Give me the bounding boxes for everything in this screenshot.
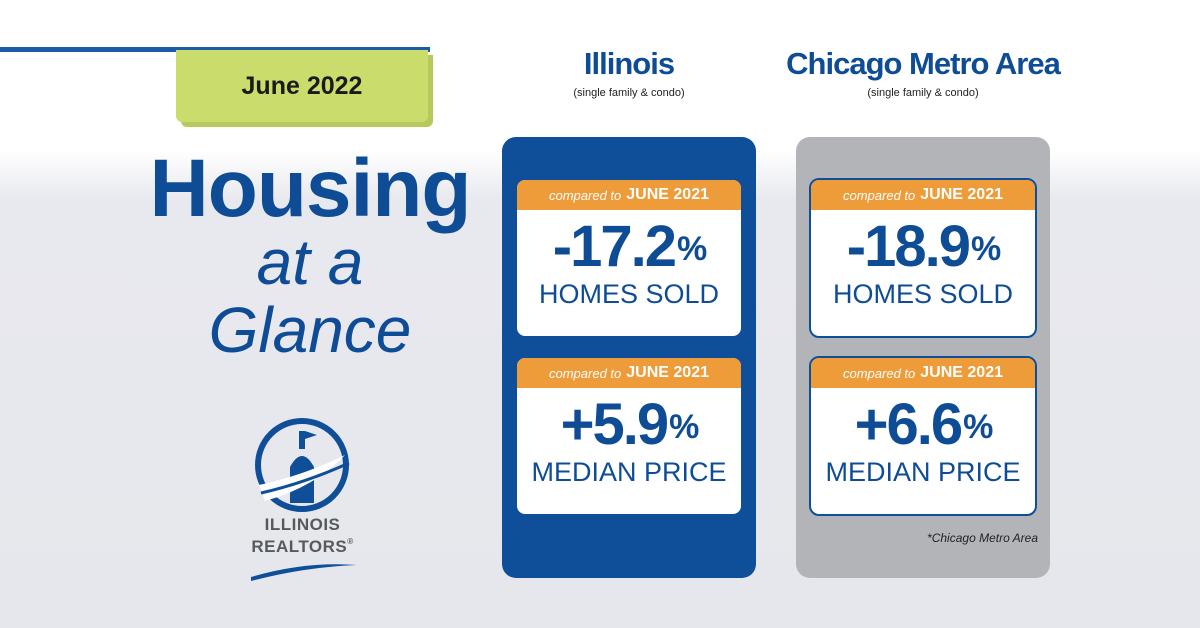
stat-card-median-price: compared to JUNE 2021 +5.9% MEDIAN PRICE <box>515 356 743 516</box>
headline-line-1: Housing <box>149 143 472 234</box>
logo-word-1: ILLINOIS <box>264 515 341 534</box>
stat-label: HOMES SOLD <box>832 279 1014 309</box>
compare-band: compared to JUNE 2021 <box>517 358 741 388</box>
stat-label: MEDIAN PRICE <box>531 457 727 487</box>
stat-value: -18.9% <box>846 214 1001 279</box>
stat-value: -17.2% <box>552 214 707 279</box>
stat-card-homes-sold: compared to JUNE 2021 -17.2% HOMES SOLD <box>515 178 743 338</box>
panel-chicago: compared to JUNE 2021 -18.9% HOMES SOLD … <box>796 137 1050 578</box>
stat-value: +5.9% <box>560 392 700 457</box>
illinois-realtors-logo: ILLINOIS REALTORS® <box>245 415 360 581</box>
column-title: Chicago Metro Area <box>786 46 1061 81</box>
headline-line-2: at a <box>256 226 364 298</box>
headline: Housing at a Glance <box>130 143 490 366</box>
footnote: *Chicago Metro Area <box>927 531 1038 545</box>
stat-label: HOMES SOLD <box>538 279 720 309</box>
compare-band: compared to JUNE 2021 <box>811 358 1035 388</box>
stat-card-median-price: compared to JUNE 2021 +6.6% MEDIAN PRICE <box>809 356 1037 516</box>
compare-band: compared to JUNE 2021 <box>811 180 1035 210</box>
panel-illinois: compared to JUNE 2021 -17.2% HOMES SOLD … <box>502 137 756 578</box>
column-header-chicago: Chicago Metro Area (single family & cond… <box>780 46 1066 100</box>
column-subtitle: (single family & condo) <box>867 87 979 99</box>
stat-label: MEDIAN PRICE <box>825 457 1021 487</box>
headline-line-3: Glance <box>208 294 412 366</box>
top-rule <box>0 47 430 52</box>
date-tab: June 2022 <box>176 50 428 122</box>
capitol-dome-icon <box>255 418 350 512</box>
logo-swoosh-icon <box>251 564 357 581</box>
compare-band: compared to JUNE 2021 <box>517 180 741 210</box>
column-header-illinois: Illinois (single family & condo) <box>502 46 756 100</box>
column-title: Illinois <box>583 46 675 81</box>
stat-card-homes-sold: compared to JUNE 2021 -18.9% HOMES SOLD <box>809 178 1037 338</box>
column-subtitle: (single family & condo) <box>573 87 685 99</box>
logo-word-2: REALTORS® <box>251 537 354 556</box>
stat-value: +6.6% <box>854 392 994 457</box>
